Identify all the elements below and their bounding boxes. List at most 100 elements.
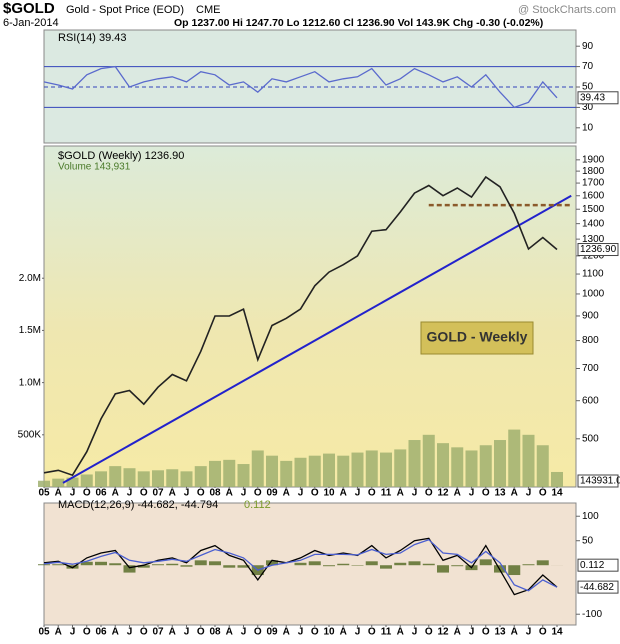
x-tick-label: A bbox=[226, 488, 233, 499]
bar bbox=[366, 450, 378, 487]
y-tick-label: 50 bbox=[582, 535, 594, 546]
bar bbox=[166, 564, 178, 565]
x-tick-label: A bbox=[340, 627, 347, 638]
y-tick-label: 1000 bbox=[582, 289, 605, 300]
x-tick-label: A bbox=[169, 627, 176, 638]
y-tick-label: 800 bbox=[582, 335, 599, 346]
value-label: 143931.0 bbox=[580, 476, 620, 487]
bar bbox=[81, 474, 93, 487]
bar bbox=[280, 461, 292, 487]
bar bbox=[209, 461, 221, 487]
y-tick-label: 500 bbox=[582, 433, 599, 444]
x-tick-label: 10 bbox=[323, 627, 335, 638]
y-tick-label: 100 bbox=[582, 511, 599, 522]
x-tick-label: J bbox=[412, 488, 418, 499]
x-tick-label: J bbox=[298, 627, 304, 638]
bar bbox=[266, 456, 278, 487]
bar bbox=[38, 481, 50, 487]
bar bbox=[380, 565, 392, 568]
x-tick-label: O bbox=[482, 488, 490, 499]
x-tick-label: O bbox=[140, 627, 148, 638]
x-tick-label: 12 bbox=[437, 627, 449, 638]
x-tick-label: 09 bbox=[266, 488, 278, 499]
x-tick-label: A bbox=[112, 627, 119, 638]
y-tick-label: 1900 bbox=[582, 154, 605, 165]
x-tick-label: 13 bbox=[494, 627, 506, 638]
bar bbox=[223, 460, 235, 487]
x-tick-label: 13 bbox=[494, 488, 506, 499]
x-tick-label: J bbox=[355, 488, 361, 499]
x-tick-label: 06 bbox=[95, 488, 107, 499]
bar bbox=[181, 471, 193, 487]
bar bbox=[209, 561, 221, 565]
bar bbox=[252, 450, 264, 487]
bar bbox=[523, 435, 535, 487]
x-tick-label: O bbox=[425, 627, 433, 638]
price-panel bbox=[44, 146, 576, 487]
bar bbox=[551, 472, 563, 487]
x-tick-label: A bbox=[112, 488, 119, 499]
x-tick-label: J bbox=[526, 488, 532, 499]
bar bbox=[295, 458, 307, 487]
x-tick-label: A bbox=[454, 627, 461, 638]
y-tick-label: -100 bbox=[582, 609, 602, 620]
bar bbox=[437, 565, 449, 572]
bar bbox=[466, 450, 478, 487]
bar bbox=[223, 565, 235, 567]
bar bbox=[409, 440, 421, 487]
x-tick-label: J bbox=[241, 488, 247, 499]
bar bbox=[537, 560, 549, 565]
x-tick-label: A bbox=[169, 488, 176, 499]
bar bbox=[451, 447, 463, 487]
bar bbox=[95, 562, 107, 565]
x-tick-label: J bbox=[469, 488, 475, 499]
x-tick-label: O bbox=[254, 488, 262, 499]
value-label: 39.43 bbox=[580, 92, 605, 103]
y-tick-label: 10 bbox=[582, 122, 594, 133]
bar bbox=[494, 440, 506, 487]
x-tick-label: J bbox=[412, 627, 418, 638]
y-tick-label: 1700 bbox=[582, 178, 605, 189]
y-tick-label: 900 bbox=[582, 311, 599, 322]
x-tick-label: O bbox=[368, 627, 376, 638]
x-tick-label: 07 bbox=[152, 627, 164, 638]
bar bbox=[366, 561, 378, 565]
value-label: 1236.90 bbox=[580, 244, 617, 255]
x-tick-label: O bbox=[197, 627, 205, 638]
bar bbox=[337, 456, 349, 487]
x-tick-label: 12 bbox=[437, 488, 449, 499]
bar bbox=[394, 449, 406, 487]
x-tick-label: O bbox=[311, 627, 319, 638]
y-tick-label: 70 bbox=[582, 61, 594, 72]
bar bbox=[380, 453, 392, 487]
bar bbox=[152, 564, 164, 565]
bar bbox=[195, 560, 207, 565]
y2-tick-label: 2.0M bbox=[19, 273, 41, 284]
panel-title: $GOLD (Weekly) 1236.90 bbox=[58, 150, 184, 162]
date: 6-Jan-2014 bbox=[3, 17, 59, 29]
x-tick-label: O bbox=[539, 488, 547, 499]
x-tick-label: A bbox=[226, 627, 233, 638]
y-tick-label: 1500 bbox=[582, 204, 605, 215]
x-tick-label: O bbox=[83, 627, 91, 638]
y-tick-label: 1100 bbox=[582, 269, 604, 280]
bar bbox=[295, 563, 307, 565]
x-tick-label: O bbox=[482, 627, 490, 638]
x-tick-label: J bbox=[184, 488, 190, 499]
x-tick-label: J bbox=[127, 627, 133, 638]
legend-entry: 0.112 bbox=[244, 499, 271, 511]
x-tick-label: O bbox=[425, 488, 433, 499]
y-tick-label: 1800 bbox=[582, 166, 605, 177]
bar bbox=[124, 468, 136, 487]
x-tick-label: J bbox=[298, 488, 304, 499]
y-tick-label: 1600 bbox=[582, 190, 605, 201]
bar bbox=[52, 479, 64, 487]
x-tick-label: O bbox=[140, 488, 148, 499]
y-tick-label: 600 bbox=[582, 395, 599, 406]
bar bbox=[423, 564, 435, 565]
bar bbox=[508, 565, 520, 575]
x-tick-label: 09 bbox=[266, 627, 278, 638]
x-tick-label: J bbox=[469, 627, 475, 638]
